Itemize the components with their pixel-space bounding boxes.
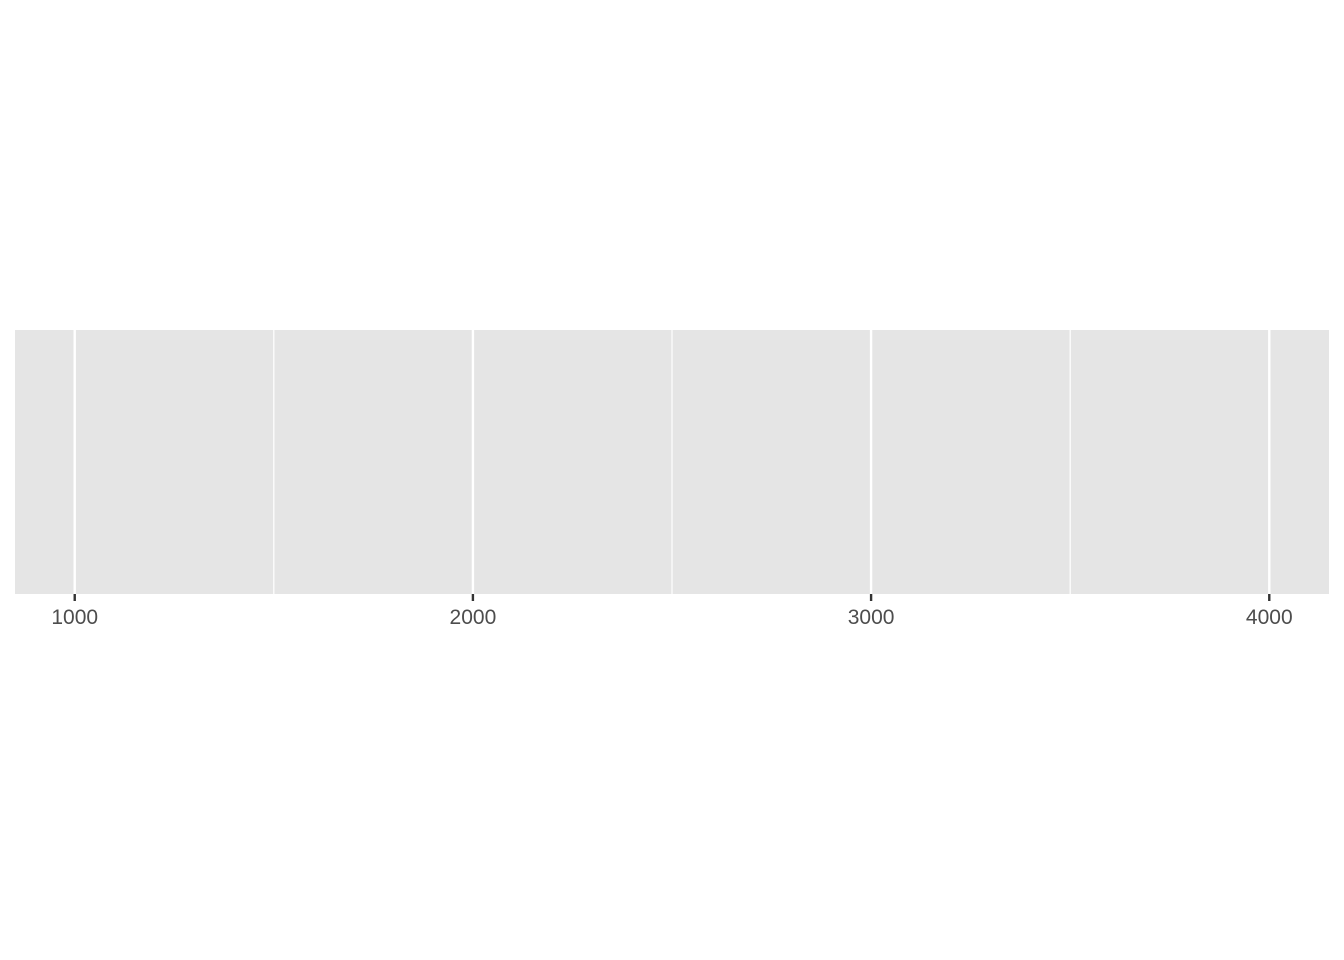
x-tick-label-2000: 2000 <box>450 606 497 629</box>
x-tick-label-1000: 1000 <box>51 606 98 629</box>
major-gridlines <box>73 330 1271 594</box>
x-axis-tick-labels: 1000 2000 3000 4000 <box>51 606 1292 629</box>
x-axis-ticks <box>73 594 1271 601</box>
x-tick-label-3000: 3000 <box>848 606 895 629</box>
x-tick-label-4000: 4000 <box>1246 606 1293 629</box>
minor-gridlines <box>273 330 1071 594</box>
